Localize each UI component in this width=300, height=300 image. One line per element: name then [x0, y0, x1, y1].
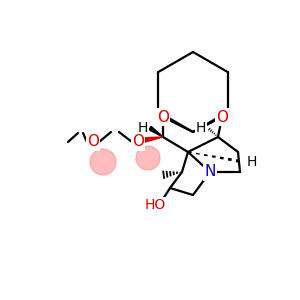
- Text: O: O: [87, 134, 99, 149]
- Text: H: H: [196, 121, 206, 135]
- Text: O: O: [157, 110, 169, 124]
- Text: H: H: [138, 121, 148, 135]
- Circle shape: [136, 146, 160, 170]
- Text: H: H: [247, 155, 257, 169]
- Text: O: O: [132, 134, 144, 149]
- Polygon shape: [149, 126, 163, 137]
- Polygon shape: [144, 137, 163, 142]
- Circle shape: [90, 149, 116, 175]
- Text: N: N: [204, 164, 216, 179]
- Text: HO: HO: [144, 198, 166, 212]
- Text: O: O: [216, 110, 228, 124]
